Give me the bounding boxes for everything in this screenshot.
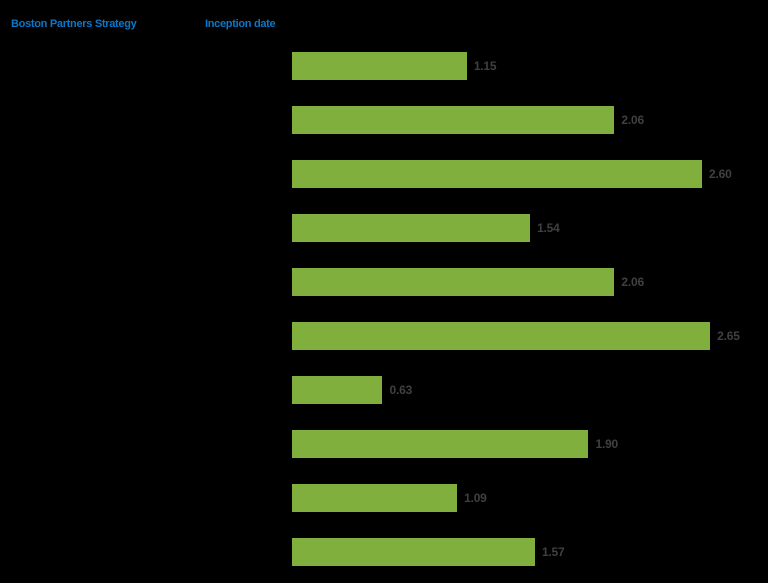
bar-value-label: 1.90 [595, 437, 619, 451]
bar-row: 1.57 [0, 538, 768, 566]
bar-row: 1.54 [0, 214, 768, 242]
bar-value-label: 2.06 [621, 113, 644, 127]
bar [292, 268, 615, 296]
bar [292, 376, 383, 404]
bar-row: 0.63 [0, 376, 768, 404]
bar-value-label: 1.54 [537, 221, 560, 235]
bar-row: 1.15 [0, 52, 768, 80]
strategy-column-header: Boston Partners Strategy [11, 18, 137, 30]
bar [292, 538, 535, 566]
inception-date-column-header: Inception date [205, 18, 276, 30]
bar [292, 52, 467, 80]
bar-value-label: 2.06 [621, 275, 644, 289]
bar-row: 2.06 [0, 106, 768, 134]
bar [292, 322, 711, 350]
bar-value-label: 1.57 [541, 545, 565, 559]
bar-value-label: 0.63 [389, 383, 413, 397]
bar [292, 484, 458, 512]
bar-row: 1.09 [0, 484, 768, 512]
bar [292, 160, 703, 188]
bar-row: 2.65 [0, 322, 768, 350]
bar-value-label: 2.65 [717, 329, 740, 343]
bar-value-label: 2.60 [709, 167, 732, 181]
bar [292, 106, 615, 134]
bar-value-label: 1.15 [473, 59, 497, 73]
bar [292, 430, 589, 458]
bar-row: 2.06 [0, 268, 768, 296]
bar-value-label: 1.09 [464, 491, 487, 505]
bar [292, 214, 531, 242]
bar-row: 1.90 [0, 430, 768, 458]
bar-row: 2.60 [0, 160, 768, 188]
